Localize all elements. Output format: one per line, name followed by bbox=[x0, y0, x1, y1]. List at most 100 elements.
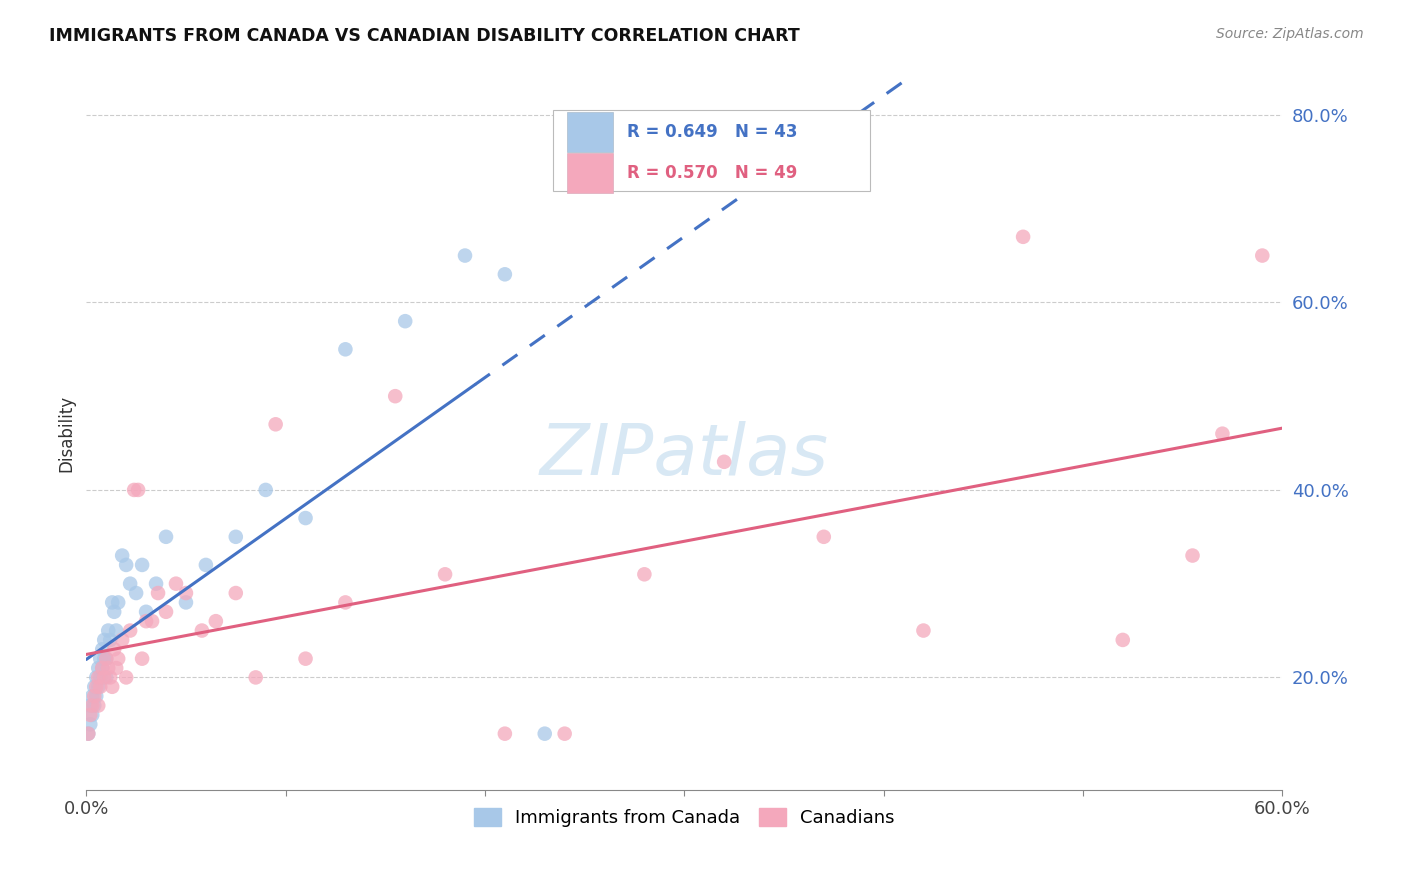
Point bbox=[146, 586, 169, 600]
Point bbox=[105, 624, 128, 638]
Point bbox=[83, 680, 105, 694]
Point bbox=[97, 661, 120, 675]
Point bbox=[135, 605, 157, 619]
Point bbox=[107, 595, 129, 609]
Point bbox=[84, 670, 107, 684]
Point bbox=[115, 670, 138, 684]
Point bbox=[105, 661, 128, 675]
Point bbox=[96, 670, 118, 684]
Point bbox=[120, 576, 142, 591]
Point bbox=[87, 698, 110, 713]
Point bbox=[1012, 229, 1035, 244]
Text: R = 0.649   N = 43: R = 0.649 N = 43 bbox=[627, 123, 797, 141]
Point bbox=[127, 483, 149, 497]
Point bbox=[294, 511, 316, 525]
Point bbox=[335, 343, 357, 357]
Point bbox=[633, 567, 655, 582]
Point bbox=[83, 689, 105, 703]
Point bbox=[264, 417, 287, 432]
Point bbox=[155, 530, 177, 544]
Point bbox=[93, 670, 115, 684]
Point bbox=[122, 483, 145, 497]
Point bbox=[174, 595, 197, 609]
Point bbox=[89, 651, 111, 665]
Point bbox=[1211, 426, 1233, 441]
Point bbox=[82, 689, 104, 703]
Point bbox=[225, 586, 247, 600]
Legend: Immigrants from Canada, Canadians: Immigrants from Canada, Canadians bbox=[467, 800, 901, 834]
Point bbox=[83, 698, 105, 713]
Text: Source: ZipAtlas.com: Source: ZipAtlas.com bbox=[1216, 27, 1364, 41]
Point bbox=[77, 726, 100, 740]
Point bbox=[1181, 549, 1204, 563]
Point bbox=[135, 614, 157, 628]
Point bbox=[125, 586, 148, 600]
Point bbox=[394, 314, 416, 328]
Point bbox=[1112, 632, 1135, 647]
Point bbox=[454, 249, 477, 263]
Point bbox=[194, 558, 217, 572]
Point bbox=[494, 726, 516, 740]
Point bbox=[434, 567, 457, 582]
Point bbox=[87, 680, 110, 694]
Point bbox=[191, 624, 214, 638]
Point bbox=[115, 558, 138, 572]
Point bbox=[79, 717, 101, 731]
Point bbox=[813, 530, 835, 544]
Text: ZIPatlas: ZIPatlas bbox=[540, 420, 828, 490]
Point bbox=[107, 651, 129, 665]
Point bbox=[87, 661, 110, 675]
Point bbox=[79, 698, 101, 713]
Point bbox=[96, 651, 118, 665]
Point bbox=[205, 614, 228, 628]
Point bbox=[145, 576, 167, 591]
Point bbox=[89, 670, 111, 684]
Point bbox=[93, 632, 115, 647]
FancyBboxPatch shape bbox=[553, 110, 870, 192]
Point bbox=[77, 726, 100, 740]
Point bbox=[533, 726, 555, 740]
Point bbox=[98, 670, 121, 684]
Point bbox=[254, 483, 277, 497]
Point bbox=[101, 680, 124, 694]
Point bbox=[245, 670, 267, 684]
Point bbox=[89, 680, 111, 694]
Point bbox=[494, 268, 516, 282]
Y-axis label: Disability: Disability bbox=[58, 395, 75, 472]
Point bbox=[103, 605, 125, 619]
Point bbox=[79, 707, 101, 722]
Point bbox=[111, 632, 134, 647]
Point bbox=[294, 651, 316, 665]
Text: IMMIGRANTS FROM CANADA VS CANADIAN DISABILITY CORRELATION CHART: IMMIGRANTS FROM CANADA VS CANADIAN DISAB… bbox=[49, 27, 800, 45]
Point bbox=[335, 595, 357, 609]
Point bbox=[93, 651, 115, 665]
Point bbox=[91, 661, 114, 675]
Point bbox=[87, 670, 110, 684]
Point bbox=[84, 680, 107, 694]
Point bbox=[141, 614, 163, 628]
Point bbox=[96, 651, 118, 665]
Point bbox=[174, 586, 197, 600]
Text: R = 0.570   N = 49: R = 0.570 N = 49 bbox=[627, 164, 797, 182]
Point bbox=[155, 605, 177, 619]
Point bbox=[912, 624, 935, 638]
Point bbox=[1251, 249, 1274, 263]
Bar bbox=[567, 112, 613, 152]
Point bbox=[91, 642, 114, 657]
Point bbox=[713, 455, 735, 469]
Point bbox=[384, 389, 406, 403]
Point bbox=[82, 707, 104, 722]
Point bbox=[131, 558, 153, 572]
Point bbox=[554, 726, 576, 740]
Point bbox=[84, 689, 107, 703]
Point bbox=[120, 624, 142, 638]
Point bbox=[225, 530, 247, 544]
Point bbox=[91, 661, 114, 675]
Point bbox=[101, 595, 124, 609]
Point bbox=[98, 632, 121, 647]
Point bbox=[103, 642, 125, 657]
Point bbox=[97, 624, 120, 638]
Point bbox=[165, 576, 187, 591]
Point bbox=[111, 549, 134, 563]
Point bbox=[131, 651, 153, 665]
